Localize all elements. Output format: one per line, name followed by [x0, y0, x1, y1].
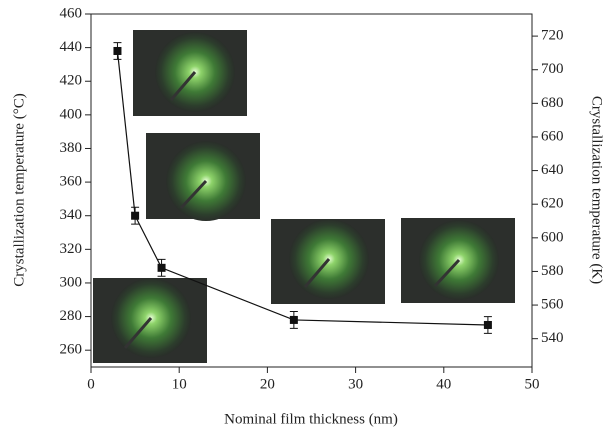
plot-frame [90, 13, 533, 368]
inset [271, 219, 385, 304]
y-tick-label: 340 [60, 207, 83, 223]
x-tick-label: 40 [436, 376, 451, 392]
y-tick-label: 360 [60, 174, 83, 190]
y2-tick-label: 580 [541, 263, 564, 279]
y-axis-label: Crystallization temperature (°C) [11, 93, 27, 286]
y2-tick-label: 640 [541, 162, 564, 178]
y2-axis-label: Crystallization temperature (K) [589, 96, 605, 284]
marker [113, 46, 122, 55]
y-tick-label: 420 [60, 73, 83, 89]
x-tick-label: 20 [260, 376, 275, 392]
x-tick-label: 0 [87, 376, 95, 392]
y2-tick-label: 700 [541, 61, 564, 77]
y2-tick-label: 720 [541, 28, 564, 44]
marker [157, 263, 166, 272]
marker [483, 320, 492, 329]
marker [131, 211, 140, 220]
x-axis-label: Nominal film thickness (nm) [224, 411, 398, 427]
y-tick-label: 460 [60, 5, 83, 21]
x-tick-label: 10 [172, 376, 187, 392]
y-tick-label: 300 [60, 274, 83, 290]
y-tick-label: 320 [60, 241, 83, 257]
inset [146, 133, 260, 221]
y-tick-label: 280 [60, 308, 83, 324]
y2-tick-label: 600 [541, 229, 564, 245]
diffraction-insets [93, 30, 515, 363]
inset [133, 30, 247, 116]
y2-tick-label: 540 [541, 330, 564, 346]
x-tick-label: 50 [525, 376, 540, 392]
y-tick-label: 440 [60, 39, 83, 55]
inset [401, 218, 515, 303]
y-tick-label: 400 [60, 106, 83, 122]
y2-tick-label: 680 [541, 95, 564, 111]
y2-tick-label: 560 [541, 296, 564, 312]
y-tick-label: 260 [60, 342, 83, 358]
inset [93, 278, 207, 363]
y2-tick-label: 620 [541, 196, 564, 212]
marker [289, 315, 298, 324]
y2-tick-label: 660 [541, 128, 564, 144]
x-tick-label: 30 [348, 376, 363, 392]
y-tick-label: 380 [60, 140, 83, 156]
